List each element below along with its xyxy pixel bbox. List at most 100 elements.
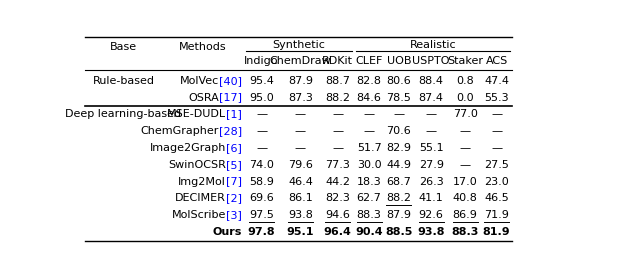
Text: 82.3: 82.3 xyxy=(325,193,350,203)
Text: RDKit: RDKit xyxy=(322,56,353,66)
Text: 58.9: 58.9 xyxy=(249,177,274,186)
Text: —: — xyxy=(332,126,343,136)
Text: 81.9: 81.9 xyxy=(483,227,511,237)
Text: [5]: [5] xyxy=(226,160,242,170)
Text: —: — xyxy=(460,126,470,136)
Text: [3]: [3] xyxy=(226,210,242,220)
Text: 77.3: 77.3 xyxy=(325,160,350,170)
Text: —: — xyxy=(295,126,306,136)
Text: —: — xyxy=(364,109,375,119)
Text: UOB: UOB xyxy=(387,56,411,66)
Text: [28]: [28] xyxy=(219,126,242,136)
Text: 69.6: 69.6 xyxy=(249,193,274,203)
Text: —: — xyxy=(426,109,436,119)
Text: 44.2: 44.2 xyxy=(325,177,350,186)
Text: 88.3: 88.3 xyxy=(356,210,381,220)
Text: —: — xyxy=(332,143,343,153)
Text: OSRA: OSRA xyxy=(188,93,219,103)
Text: 80.6: 80.6 xyxy=(387,76,412,86)
Text: —: — xyxy=(256,109,267,119)
Text: Indigo: Indigo xyxy=(244,56,279,66)
Text: 87.3: 87.3 xyxy=(288,93,313,103)
Text: 82.9: 82.9 xyxy=(387,143,412,153)
Text: 17.0: 17.0 xyxy=(452,177,477,186)
Text: 84.6: 84.6 xyxy=(356,93,381,103)
Text: MSE-DUDL: MSE-DUDL xyxy=(166,109,226,119)
Text: —: — xyxy=(394,109,404,119)
Text: 41.1: 41.1 xyxy=(419,193,444,203)
Text: SwinOCSR: SwinOCSR xyxy=(168,160,226,170)
Text: —: — xyxy=(491,126,502,136)
Text: 88.7: 88.7 xyxy=(325,76,350,86)
Text: —: — xyxy=(295,109,306,119)
Text: CLEF: CLEF xyxy=(355,56,383,66)
Text: 62.7: 62.7 xyxy=(356,193,381,203)
Text: —: — xyxy=(364,126,375,136)
Text: 55.1: 55.1 xyxy=(419,143,444,153)
Text: 97.5: 97.5 xyxy=(249,210,274,220)
Text: —: — xyxy=(256,126,267,136)
Text: [2]: [2] xyxy=(226,193,242,203)
Text: 30.0: 30.0 xyxy=(357,160,381,170)
Text: 74.0: 74.0 xyxy=(249,160,274,170)
Text: 88.3: 88.3 xyxy=(451,227,479,237)
Text: 95.4: 95.4 xyxy=(249,76,274,86)
Text: ACS: ACS xyxy=(486,56,508,66)
Text: [7]: [7] xyxy=(226,177,242,186)
Text: 88.5: 88.5 xyxy=(385,227,413,237)
Text: 78.5: 78.5 xyxy=(387,93,412,103)
Text: 88.2: 88.2 xyxy=(325,93,350,103)
Text: 86.9: 86.9 xyxy=(452,210,477,220)
Text: Realistic: Realistic xyxy=(410,40,456,50)
Text: 88.2: 88.2 xyxy=(387,193,412,203)
Text: 47.4: 47.4 xyxy=(484,76,509,86)
Text: ChemDraw: ChemDraw xyxy=(269,56,332,66)
Text: 79.6: 79.6 xyxy=(288,160,313,170)
Text: 68.7: 68.7 xyxy=(387,177,412,186)
Text: [6]: [6] xyxy=(226,143,242,153)
Text: 88.4: 88.4 xyxy=(419,76,444,86)
Text: 44.9: 44.9 xyxy=(387,160,412,170)
Text: 87.4: 87.4 xyxy=(419,93,444,103)
Text: [40]: [40] xyxy=(219,76,242,86)
Text: Image2Graph: Image2Graph xyxy=(150,143,226,153)
Text: 46.5: 46.5 xyxy=(484,193,509,203)
Text: 87.9: 87.9 xyxy=(288,76,313,86)
Text: [1]: [1] xyxy=(226,109,242,119)
Text: —: — xyxy=(332,109,343,119)
Text: —: — xyxy=(460,160,470,170)
Text: Deep learning-based: Deep learning-based xyxy=(65,109,182,119)
Text: MolScribe: MolScribe xyxy=(172,210,226,220)
Text: 18.3: 18.3 xyxy=(356,177,381,186)
Text: 46.4: 46.4 xyxy=(288,177,313,186)
Text: 26.3: 26.3 xyxy=(419,177,444,186)
Text: 77.0: 77.0 xyxy=(452,109,477,119)
Text: 95.1: 95.1 xyxy=(287,227,314,237)
Text: 55.3: 55.3 xyxy=(484,93,509,103)
Text: DECIMER: DECIMER xyxy=(175,193,226,203)
Text: Base: Base xyxy=(110,42,137,52)
Text: 0.8: 0.8 xyxy=(456,76,474,86)
Text: 70.6: 70.6 xyxy=(387,126,412,136)
Text: 27.9: 27.9 xyxy=(419,160,444,170)
Text: —: — xyxy=(491,143,502,153)
Text: 95.0: 95.0 xyxy=(249,93,274,103)
Text: [17]: [17] xyxy=(219,93,242,103)
Text: —: — xyxy=(256,143,267,153)
Text: 90.4: 90.4 xyxy=(355,227,383,237)
Text: 40.8: 40.8 xyxy=(452,193,477,203)
Text: 97.8: 97.8 xyxy=(248,227,275,237)
Text: 86.1: 86.1 xyxy=(288,193,313,203)
Text: Img2Mol: Img2Mol xyxy=(178,177,226,186)
Text: 94.6: 94.6 xyxy=(325,210,350,220)
Text: Ours: Ours xyxy=(212,227,242,237)
Text: —: — xyxy=(491,109,502,119)
Text: 96.4: 96.4 xyxy=(324,227,351,237)
Text: MolVec: MolVec xyxy=(179,76,219,86)
Text: Staker: Staker xyxy=(447,56,483,66)
Text: —: — xyxy=(460,143,470,153)
Text: 93.8: 93.8 xyxy=(288,210,313,220)
Text: Methods: Methods xyxy=(179,42,227,52)
Text: 82.8: 82.8 xyxy=(356,76,381,86)
Text: 51.7: 51.7 xyxy=(356,143,381,153)
